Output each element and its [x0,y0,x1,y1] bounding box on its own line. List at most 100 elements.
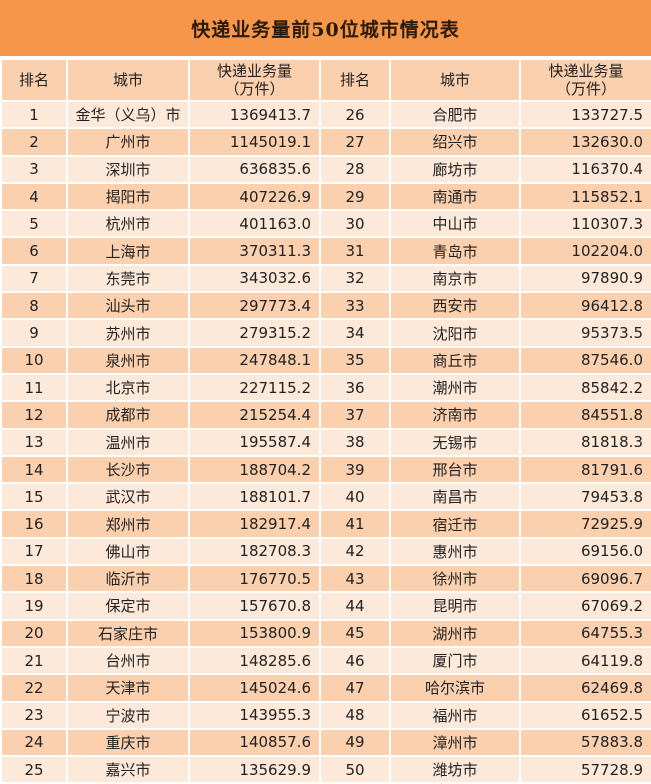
rank-cell: 40 [319,482,391,512]
rank-cell: 16 [0,509,68,539]
table-row: 14 长沙市 188704.2 39 邢台市 81791.6 [0,454,651,485]
volume-cell: 407226.9 [188,181,321,212]
rank-cell: 15 [0,482,68,512]
rank-cell: 43 [319,564,391,594]
city-cell: 徐州市 [389,564,521,594]
city-cell: 合肥市 [389,99,521,130]
volume-cell: 370311.3 [188,236,321,266]
volume-cell: 140857.6 [188,727,321,758]
volume-cell: 227115.2 [188,372,321,403]
rank-cell: 4 [0,181,68,212]
volume-cell: 102204.0 [519,236,651,266]
volume-cell: 182708.3 [188,536,321,567]
volume-cell: 135629.9 [188,755,321,784]
volume-cell: 57883.8 [519,727,651,758]
volume-cell: 215254.4 [188,400,321,430]
rank-cell: 7 [0,263,68,294]
volume-cell: 85842.2 [519,372,651,403]
volume-cell: 69156.0 [519,536,651,567]
header-volume-line2: （万件） [224,80,285,98]
volume-cell: 182917.4 [188,509,321,539]
header-volume-2: 快递业务量 （万件） [519,58,651,102]
city-cell: 长沙市 [66,454,190,485]
header-city-2: 城市 [389,58,521,102]
city-cell: 湖州市 [389,618,521,648]
city-cell: 嘉兴市 [66,755,190,784]
table-row: 13 温州市 195587.4 38 无锡市 81818.3 [0,427,651,457]
table-row: 19 保定市 157670.8 44 昆明市 67069.2 [0,591,651,621]
volume-cell: 153800.9 [188,618,321,648]
city-cell: 潍坊市 [389,755,521,784]
city-cell: 揭阳市 [66,181,190,212]
city-cell: 深圳市 [66,154,190,184]
rank-cell: 22 [0,673,68,703]
rank-cell: 27 [319,127,391,157]
city-cell: 潮州市 [389,372,521,403]
city-cell: 西安市 [389,291,521,321]
volume-cell: 247848.1 [188,345,321,375]
table-row: 7 东莞市 343032.6 32 南京市 97890.9 [0,263,651,294]
city-cell: 廊坊市 [389,154,521,184]
volume-cell: 148285.6 [188,645,321,676]
rank-cell: 3 [0,154,68,184]
volume-cell: 188101.7 [188,482,321,512]
rank-cell: 35 [319,345,391,375]
city-cell: 金华（义乌）市 [66,99,190,130]
volume-cell: 84551.8 [519,400,651,430]
rank-cell: 24 [0,727,68,758]
rank-cell: 18 [0,564,68,594]
rank-cell: 11 [0,372,68,403]
rank-cell: 21 [0,645,68,676]
table-row: 25 嘉兴市 135629.9 50 潍坊市 57728.9 [0,755,651,784]
volume-cell: 195587.4 [188,427,321,457]
rank-cell: 8 [0,291,68,321]
rank-cell: 38 [319,427,391,457]
rank-cell: 33 [319,291,391,321]
volume-cell: 62469.8 [519,673,651,703]
volume-cell: 145024.6 [188,673,321,703]
volume-cell: 64755.3 [519,618,651,648]
rank-cell: 5 [0,209,68,239]
rank-cell: 36 [319,372,391,403]
table-row: 11 北京市 227115.2 36 潮州市 85842.2 [0,372,651,403]
volume-cell: 79453.8 [519,482,651,512]
volume-cell: 69096.7 [519,564,651,594]
rank-cell: 48 [319,700,391,730]
volume-cell: 1369413.7 [188,99,321,130]
table-row: 6 上海市 370311.3 31 青岛市 102204.0 [0,236,651,266]
rank-cell: 1 [0,99,68,130]
volume-cell: 176770.5 [188,564,321,594]
volume-cell: 81791.6 [519,454,651,485]
header-rank-2: 排名 [319,58,391,102]
table-row: 3 深圳市 636835.6 28 廊坊市 116370.4 [0,154,651,184]
city-cell: 南京市 [389,263,521,294]
table-row: 12 成都市 215254.4 37 济南市 84551.8 [0,400,651,430]
header-row: 排名 城市 快递业务量 （万件） 排名 城市 快递业务量 （万件） [0,58,651,102]
table-row: 1 金华（义乌）市 1369413.7 26 合肥市 133727.5 [0,99,651,130]
rank-cell: 34 [319,318,391,348]
volume-cell: 636835.6 [188,154,321,184]
header-rank: 排名 [0,58,68,102]
table-row: 23 宁波市 143955.3 48 福州市 61652.5 [0,700,651,730]
volume-cell: 115852.1 [519,181,651,212]
rank-cell: 39 [319,454,391,485]
volume-cell: 67069.2 [519,591,651,621]
table-row: 2 广州市 1145019.1 27 绍兴市 132630.0 [0,127,651,157]
city-cell: 上海市 [66,236,190,266]
city-cell: 台州市 [66,645,190,676]
city-cell: 广州市 [66,127,190,157]
rank-cell: 10 [0,345,68,375]
rank-cell: 44 [319,591,391,621]
rank-cell: 14 [0,454,68,485]
city-cell: 漳州市 [389,727,521,758]
rank-cell: 9 [0,318,68,348]
city-cell: 福州市 [389,700,521,730]
volume-cell: 64119.8 [519,645,651,676]
volume-cell: 1145019.1 [188,127,321,157]
rank-cell: 29 [319,181,391,212]
rank-cell: 25 [0,755,68,784]
volume-cell: 96412.8 [519,291,651,321]
rank-cell: 19 [0,591,68,621]
rank-cell: 28 [319,154,391,184]
city-cell: 惠州市 [389,536,521,567]
